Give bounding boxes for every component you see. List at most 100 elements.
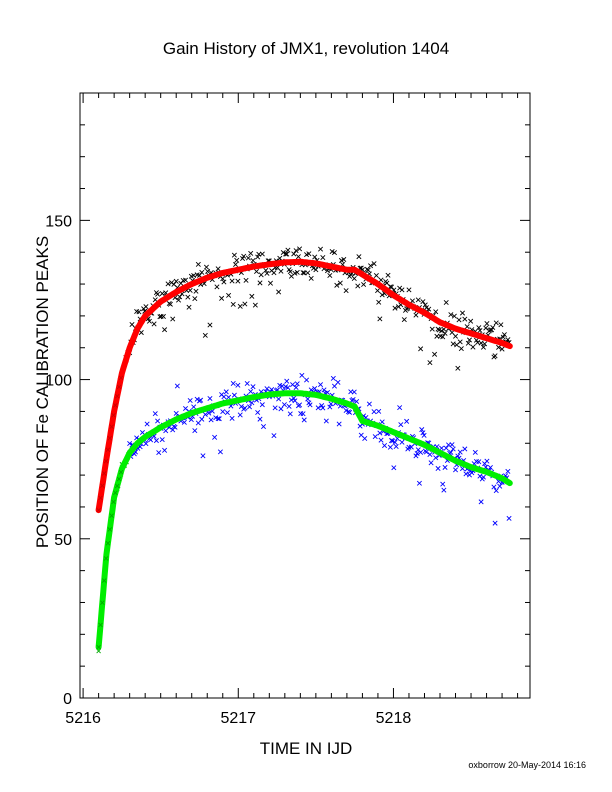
data-point [105,540,111,546]
data-point [432,351,438,357]
y-tick-label: 0 [63,691,72,708]
data-point [198,397,204,403]
x-tick-label: 5217 [220,710,256,727]
data-point [416,480,422,486]
data-point [156,450,162,456]
data-point [284,378,290,384]
data-point [498,322,504,328]
data-point [247,404,253,410]
data-point [455,365,461,371]
data-point [371,409,377,415]
data-point [307,402,313,408]
data-point [220,409,226,415]
data-point [281,402,287,408]
data-point [409,298,415,304]
data-point [304,377,310,383]
data-point [388,438,395,444]
data-point [317,246,324,252]
data-point [501,332,507,338]
data-point [418,449,424,455]
data-point [420,299,426,305]
data-point [442,464,448,470]
data-point [323,418,329,424]
fit-curves [95,258,513,651]
data-point [253,268,260,275]
footer-credit: oxborrow 20-May-2014 16:16 [468,760,586,770]
data-point [373,272,379,279]
data-point [452,467,459,473]
data-point [328,401,334,407]
data-point [478,499,484,505]
data-point [252,302,258,308]
data-point [202,411,208,418]
data-point [139,429,145,435]
data-point [173,278,179,284]
data-point [472,449,478,455]
data-point [144,421,150,427]
data-point [203,264,209,270]
data-point [427,360,433,366]
data-point [336,421,342,427]
data-point [118,469,124,475]
data-point [226,292,232,298]
data-point [224,410,230,416]
data-point [440,481,446,487]
data-point [98,622,103,628]
data-point [442,330,448,336]
data-point [456,317,462,323]
data-point [413,312,419,318]
data-point [250,257,256,263]
data-point [230,380,236,386]
data-point [451,313,457,319]
data-point [439,328,445,334]
data-point [143,441,149,447]
data-point [459,310,466,316]
data-point [371,261,377,267]
data-point [234,257,240,263]
data-point [321,387,327,393]
data-point [245,255,251,261]
data-point [257,280,263,286]
data-point [334,282,340,288]
data-point [376,299,382,305]
data-point [286,403,292,409]
data-point [355,283,361,289]
data-point [283,251,289,257]
data-point [155,291,161,297]
data-point [392,305,398,311]
data-point [428,460,434,466]
data-point [490,325,496,331]
data-point [457,339,463,345]
data-point [116,476,122,482]
data-point [109,513,114,519]
data-point [387,444,393,450]
data-point [107,527,113,532]
data-point [174,383,180,389]
data-point [215,416,221,422]
data-point [193,288,199,294]
data-point [264,270,270,276]
data-point [391,465,397,471]
data-point [476,459,482,465]
data-point [114,483,120,489]
data-point [230,301,236,307]
data-point [480,474,486,480]
data-point [491,484,497,490]
data-point [294,269,300,275]
data-point [350,397,356,403]
data-point [235,382,241,388]
data-point [276,289,282,295]
data-point [111,412,116,418]
data-point [393,443,399,449]
y-axis-label: POSITION OF Fe CALIBRATION PEAKS [33,236,52,548]
data-point [343,288,349,294]
data-point [443,445,449,451]
data-point [462,446,468,452]
data-point [206,410,212,416]
y-tick-label: 100 [45,373,72,390]
data-point [280,249,286,255]
data-point [152,411,158,417]
data-point [202,332,208,338]
data-point [500,334,506,340]
fit-curve [95,390,513,651]
